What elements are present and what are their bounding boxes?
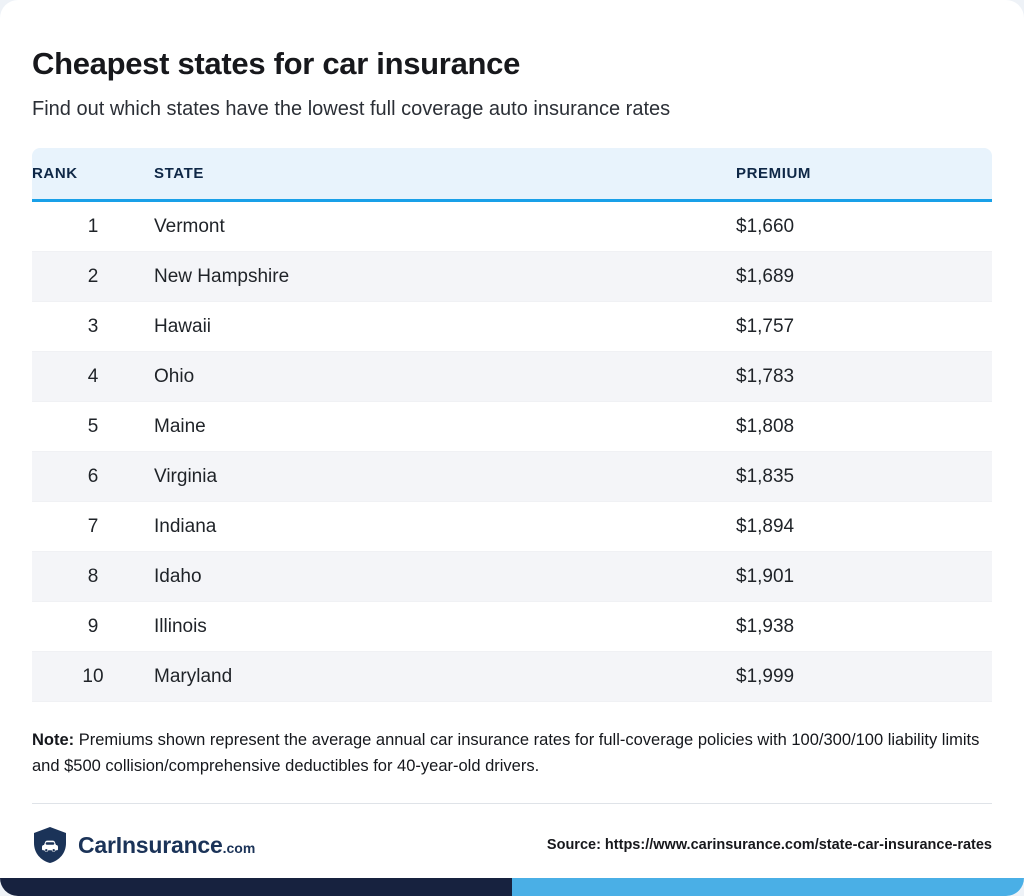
rank-cell: 5 bbox=[32, 402, 154, 452]
premium-cell: $1,808 bbox=[736, 402, 992, 452]
state-cell: New Hampshire bbox=[154, 252, 736, 302]
state-cell: Hawaii bbox=[154, 302, 736, 352]
premium-cell: $1,689 bbox=[736, 252, 992, 302]
rank-cell: 7 bbox=[32, 502, 154, 552]
premium-cell: $1,901 bbox=[736, 552, 992, 602]
bottom-bar-dark-segment bbox=[0, 878, 512, 896]
rates-table: RANK STATE PREMIUM 1 Vermont $1,660 2 Ne… bbox=[32, 148, 992, 702]
rank-cell: 2 bbox=[32, 252, 154, 302]
footer: CarInsurance.com Source: https://www.car… bbox=[32, 812, 992, 864]
table-row: 9 Illinois $1,938 bbox=[32, 602, 992, 652]
brand-name: CarInsurance bbox=[78, 831, 223, 858]
premium-cell: $1,757 bbox=[736, 302, 992, 352]
rank-cell: 9 bbox=[32, 602, 154, 652]
footer-divider bbox=[32, 803, 992, 805]
table-row: 3 Hawaii $1,757 bbox=[32, 302, 992, 352]
premium-cell: $1,938 bbox=[736, 602, 992, 652]
page-title: Cheapest states for car insurance bbox=[32, 46, 521, 81]
table-row: 10 Maryland $1,999 bbox=[32, 652, 992, 702]
premium-cell: $1,783 bbox=[736, 352, 992, 402]
column-header-rank: RANK bbox=[32, 148, 154, 202]
brand-suffix: .com bbox=[222, 839, 256, 856]
state-cell: Vermont bbox=[154, 202, 736, 252]
table-row: 6 Virginia $1,835 bbox=[32, 452, 992, 502]
bottom-bar-blue-segment bbox=[512, 878, 1024, 896]
premium-cell: $1,894 bbox=[736, 502, 992, 552]
rank-cell: 1 bbox=[32, 202, 154, 252]
state-cell: Maine bbox=[154, 402, 736, 452]
state-cell: Idaho bbox=[154, 552, 736, 602]
rank-cell: 3 bbox=[32, 302, 154, 352]
column-header-state: STATE bbox=[154, 148, 736, 202]
rank-cell: 8 bbox=[32, 552, 154, 602]
brand-logo: CarInsurance.com bbox=[32, 826, 255, 864]
rank-cell: 6 bbox=[32, 452, 154, 502]
rates-table-container: RANK STATE PREMIUM 1 Vermont $1,660 2 Ne… bbox=[32, 148, 992, 702]
table-row: 2 New Hampshire $1,689 bbox=[32, 252, 992, 302]
footnote-text: Premiums shown represent the average ann… bbox=[32, 731, 980, 775]
state-cell: Illinois bbox=[154, 602, 736, 652]
rank-cell: 10 bbox=[32, 652, 154, 702]
state-cell: Ohio bbox=[154, 352, 736, 402]
state-cell: Virginia bbox=[154, 452, 736, 502]
state-cell: Indiana bbox=[154, 502, 736, 552]
table-row: 7 Indiana $1,894 bbox=[32, 502, 992, 552]
footnote-label: Note: bbox=[32, 731, 75, 749]
shield-car-icon bbox=[32, 826, 68, 864]
rank-cell: 4 bbox=[32, 352, 154, 402]
table-row: 5 Maine $1,808 bbox=[32, 402, 992, 452]
column-header-premium: PREMIUM bbox=[736, 148, 992, 202]
premium-cell: $1,835 bbox=[736, 452, 992, 502]
state-cell: Maryland bbox=[154, 652, 736, 702]
page-subtitle: Find out which states have the lowest fu… bbox=[32, 98, 671, 120]
table-row: 1 Vermont $1,660 bbox=[32, 202, 992, 252]
table-row: 8 Idaho $1,901 bbox=[32, 552, 992, 602]
premium-cell: $1,660 bbox=[736, 202, 992, 252]
bottom-accent-bar bbox=[0, 878, 1024, 896]
table-row: 4 Ohio $1,783 bbox=[32, 352, 992, 402]
premium-cell: $1,999 bbox=[736, 652, 992, 702]
source-text: Source: https://www.carinsurance.com/sta… bbox=[546, 837, 992, 854]
table-header-row: RANK STATE PREMIUM bbox=[32, 148, 992, 202]
footnote: Note: Premiums shown represent the avera… bbox=[32, 728, 992, 779]
